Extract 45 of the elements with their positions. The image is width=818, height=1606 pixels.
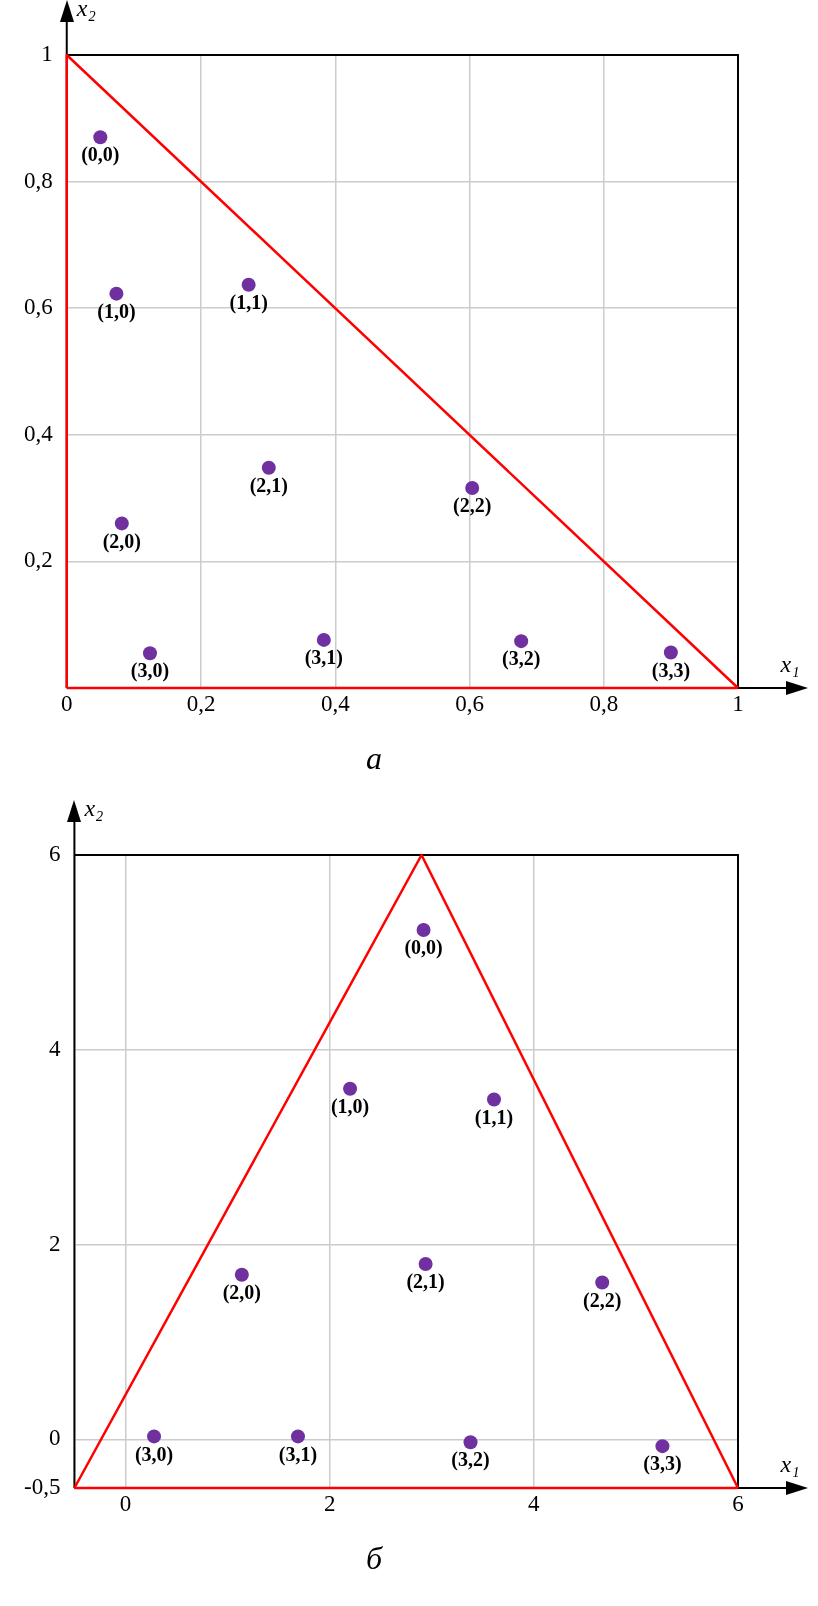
annotation: (1,0)	[330, 1094, 370, 1118]
annotation: (1,1)	[474, 1105, 514, 1129]
text: б	[365, 1540, 383, 1577]
y-tick-label: 1	[41, 41, 53, 67]
annotation: (0,0)	[81, 143, 120, 167]
x-tick-label: 1	[732, 690, 744, 716]
annotation: (3,3)	[643, 1452, 682, 1476]
annotation: (3,1)	[278, 1442, 318, 1466]
x-tick-label: 4	[528, 1490, 541, 1516]
text: а	[366, 740, 382, 777]
annotation: (3,0)	[134, 1442, 174, 1466]
y-tick-label: 0	[48, 1425, 61, 1451]
x-tick-label: 0,4	[320, 690, 351, 716]
annotation: (3,2)	[502, 647, 541, 671]
annotation: (2,1)	[249, 473, 288, 497]
y-axis-title: x₂	[83, 795, 104, 822]
annotation: (2,0)	[102, 529, 141, 553]
annotation: (1,0)	[97, 299, 136, 323]
x-tick-label: 6	[732, 1490, 744, 1516]
y-tick-label: 0,4	[24, 420, 54, 446]
x-tick-label: 0	[119, 1490, 132, 1516]
y-tick-label: 0,6	[24, 294, 53, 320]
annotation: (3,3)	[651, 658, 691, 682]
y-tick-label: 4	[48, 1035, 61, 1061]
annotation: (2,2)	[453, 494, 492, 518]
annotation: (3,1)	[304, 646, 343, 670]
x-tick-label: 0,2	[186, 690, 216, 716]
y-tick-label: -0,5	[23, 1474, 61, 1500]
annotation: (3,2)	[451, 1448, 490, 1472]
annotation: (0,0)	[404, 936, 443, 960]
annotation: (2,1)	[406, 1270, 445, 1294]
y-tick-label: 2	[48, 1230, 61, 1256]
annotation: (2,0)	[222, 1280, 261, 1304]
annotation: (3,0)	[130, 659, 170, 683]
x-axis-title: x₁	[779, 651, 800, 678]
x-tick-label: 0,6	[455, 690, 484, 716]
x-tick-label: 0,8	[589, 690, 619, 716]
annotation: (2,2)	[583, 1288, 622, 1312]
y-tick-label: 6	[48, 841, 61, 867]
y-tick-label: 0,8	[24, 167, 53, 193]
x-axis-title: x₁	[779, 1451, 800, 1478]
annotation: (1,1)	[229, 290, 268, 314]
y-tick-label: 0,2	[24, 547, 53, 573]
y-axis-title: x₂	[75, 0, 96, 22]
x-tick-label: 2	[323, 1490, 336, 1516]
